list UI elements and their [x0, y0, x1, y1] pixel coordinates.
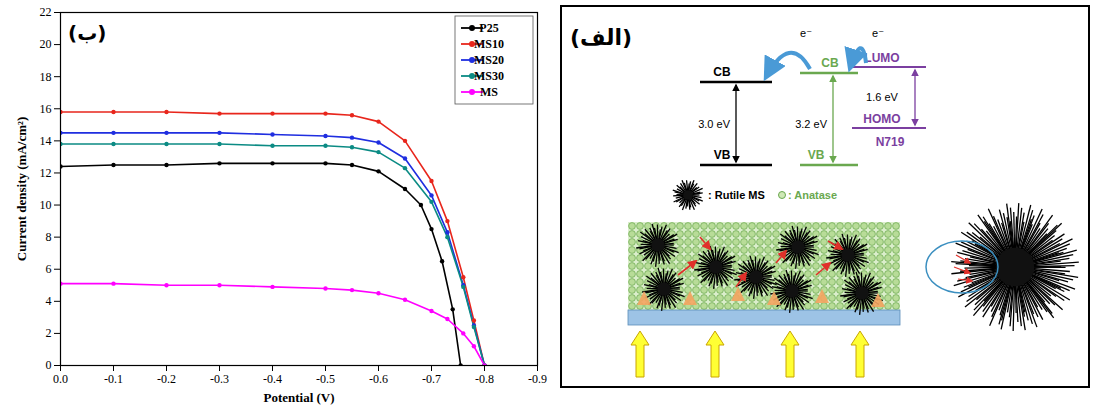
svg-text:-0.4: -0.4: [263, 372, 282, 386]
svg-text:1.6 eV: 1.6 eV: [866, 91, 898, 103]
svg-text:VB: VB: [808, 148, 825, 162]
svg-text:P25: P25: [479, 21, 498, 35]
svg-text:14: 14: [40, 134, 52, 148]
svg-text:Current density (mA/cm²): Current density (mA/cm²): [14, 117, 29, 261]
svg-text:2: 2: [46, 326, 52, 340]
svg-text:0.0: 0.0: [53, 372, 68, 386]
svg-text:VB: VB: [714, 148, 731, 162]
svg-text:-0.5: -0.5: [316, 372, 335, 386]
svg-text:12: 12: [40, 166, 52, 180]
svg-text:MS30: MS30: [474, 69, 504, 83]
svg-text:0: 0: [46, 358, 52, 372]
svg-text:3.0 eV: 3.0 eV: [698, 118, 730, 130]
svg-text:MS: MS: [480, 85, 498, 99]
svg-text:(الف): (الف): [570, 25, 632, 50]
svg-text:4: 4: [46, 294, 52, 308]
svg-text:-0.1: -0.1: [104, 372, 123, 386]
svg-text:-0.9: -0.9: [528, 372, 547, 386]
svg-text:e⁻: e⁻: [800, 27, 812, 39]
svg-text:16: 16: [40, 102, 52, 116]
svg-text:CB: CB: [821, 56, 839, 70]
svg-text:: Rutile MS: : Rutile MS: [708, 189, 765, 201]
svg-text:LUMO: LUMO: [864, 51, 899, 65]
svg-text:8: 8: [46, 230, 52, 244]
svg-text:20: 20: [40, 37, 52, 51]
svg-text:-0.6: -0.6: [369, 372, 388, 386]
svg-text:10: 10: [40, 198, 52, 212]
svg-text:-0.2: -0.2: [157, 372, 176, 386]
svg-text:MS10: MS10: [474, 37, 504, 51]
svg-text:Potential (V): Potential (V): [263, 390, 334, 405]
svg-text:-0.7: -0.7: [422, 372, 441, 386]
svg-text:(ب): (ب): [68, 21, 106, 45]
svg-text:HOMO: HOMO: [863, 112, 900, 126]
svg-text:N719: N719: [876, 135, 905, 149]
svg-text:-0.8: -0.8: [475, 372, 494, 386]
svg-text:MS20: MS20: [474, 53, 504, 67]
svg-text:e⁻: e⁻: [872, 27, 884, 39]
svg-text:CB: CB: [713, 65, 731, 79]
svg-text:3.2 eV: 3.2 eV: [795, 118, 827, 130]
svg-text:22: 22: [40, 5, 52, 19]
svg-text:-0.3: -0.3: [210, 372, 229, 386]
svg-text:18: 18: [40, 70, 52, 84]
svg-text:6: 6: [46, 262, 52, 276]
svg-text:: Anatase: : Anatase: [788, 189, 837, 201]
